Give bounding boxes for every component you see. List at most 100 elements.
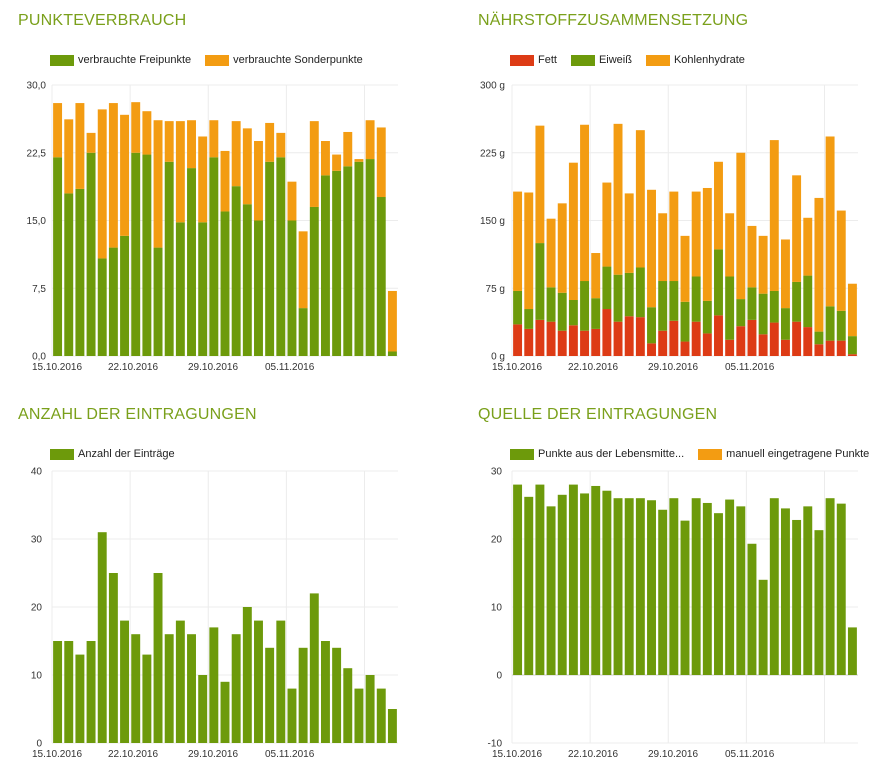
chart-title: ANZAHL DER EINTRAGUNGEN [18,406,257,423]
bar-verbrauchte-freipunkte [365,159,375,356]
bar-fett [792,321,802,356]
panel-naehrstoffe: NÄHRSTOFFZUSAMMENSETZUNG Fett Eiweiß Koh… [460,0,892,377]
chart-legend[interactable]: Punkte aus der Lebensmitte... manuell ei… [510,448,869,460]
bar-eiwei [580,281,590,331]
bar-anzahl-der-eintr-ge [242,607,252,743]
bar-kohlenhydrate [792,175,802,282]
bar-punkte-aus-der-lebensmitte [580,493,590,675]
bar-anzahl-der-eintr-ge [387,709,397,743]
legend-label: Kohlenhydrate [673,54,745,66]
chart-svg-punkteverbrauch: 30,0 22,5 15,0 7,5 0,015.10.2016 22.10.2016 29… [27,81,398,373]
bar-verbrauchte-sonderpunkte [265,122,275,162]
bar-verbrauchte-freipunkte [265,161,275,356]
bar-kohlenhydrate [847,283,857,337]
bar-kohlenhydrate [747,225,757,288]
legend-item-fett[interactable]: Fett [510,54,557,66]
bar-anzahl-der-eintr-ge [209,627,219,743]
bar-fett [580,330,590,356]
y-tick-label: 22,5 [27,148,47,159]
chart-legend[interactable]: Anzahl der Einträge [50,448,175,460]
bar-verbrauchte-freipunkte [354,161,364,356]
bar-kohlenhydrate [669,191,679,282]
legend-swatch [205,54,230,66]
bar-verbrauchte-sonderpunkte [209,120,219,158]
bar-punkte-aus-der-lebensmitte [836,503,846,675]
bar-punkte-aus-der-lebensmitte [624,498,634,675]
bar-kohlenhydrate [769,140,779,291]
bar-punkte-aus-der-lebensmitte [535,484,545,675]
bar-anzahl-der-eintr-ge [108,573,118,743]
bar-anzahl-der-eintr-ge [75,654,85,743]
legend-item-manuell[interactable]: manuell eingetragene Punkte [698,448,869,460]
y-tick-label: 20 [491,535,503,546]
bar-verbrauchte-freipunkte [120,235,130,356]
legend-item-eintraege[interactable]: Anzahl der Einträge [50,448,175,460]
legend-swatch [50,448,74,460]
y-tick-label: -10 [488,739,503,750]
legend-item-lebensmittel[interactable]: Punkte aus der Lebensmitte... [510,448,684,460]
bar-fett [669,320,679,356]
legend-item-sonderpunkte[interactable]: verbrauchte Sonderpunkte [205,54,363,66]
bar-punkte-aus-der-lebensmitte [658,509,668,675]
bar-anzahl-der-eintr-ge [287,688,297,743]
bar-verbrauchte-sonderpunkte [108,103,118,248]
bar-eiwei [747,287,757,320]
y-tick-label: 40 [31,467,43,478]
bar-fett [714,315,723,356]
x-tick-label: 15.10.2016 [492,362,542,373]
bar-verbrauchte-freipunkte [108,247,118,356]
legend-item-freipunkte[interactable]: verbrauchte Freipunkte [50,54,191,66]
bar-eiwei [736,299,746,327]
bar-fett [702,333,712,356]
bar-fett [635,317,645,356]
bar-eiwei [803,275,813,328]
bar-fett [658,330,668,356]
panel-anzahl: ANZAHL DER EINTRAGUNGEN Anzahl der Eintr… [0,394,446,771]
bar-verbrauchte-freipunkte [198,222,208,356]
bar-kohlenhydrate [725,213,735,277]
y-tick-label: 75 g [486,284,505,295]
bar-anzahl-der-eintr-ge [120,620,130,743]
bar-verbrauchte-sonderpunkte [220,150,230,212]
bar-anzahl-der-eintr-ge [198,675,208,743]
bar-kohlenhydrate [680,235,690,302]
bar-fett [780,339,790,356]
chart-legend[interactable]: Fett Eiweiß Kohlenhydrate [510,54,745,66]
bar-punkte-aus-der-lebensmitte [769,498,779,675]
y-tick-label: 30,0 [27,81,47,92]
bar-kohlenhydrate [546,218,556,288]
bar-anzahl-der-eintr-ge [86,641,96,743]
bar-fett [613,321,623,356]
bar-eiwei [602,266,612,310]
chart-svg-naehrstoffe: 300 g 225 g 150 g 75 g 0 g15.10.2016 22.10.20… [480,81,858,373]
legend-item-kohlenhydrate[interactable]: Kohlenhydrate [645,54,745,66]
bar-punkte-aus-der-lebensmitte [702,502,712,675]
bar-eiwei [714,249,723,316]
bar-verbrauchte-freipunkte [298,308,308,356]
bar-punkte-aus-der-lebensmitte [825,498,835,675]
bar-eiwei [613,274,623,322]
bar-kohlenhydrate [524,192,534,310]
chart-legend[interactable]: verbrauchte Freipunkte verbrauchte Sonde… [50,54,363,66]
bar-anzahl-der-eintr-ge [153,573,163,743]
legend-label: Fett [538,54,557,66]
bar-verbrauchte-sonderpunkte [175,121,185,223]
bar-eiwei [524,309,534,329]
bar-punkte-aus-der-lebensmitte [602,490,612,675]
bar-verbrauchte-sonderpunkte [287,181,297,221]
bar-eiwei [825,306,835,341]
bar-anzahl-der-eintr-ge [220,681,230,743]
legend-swatch [698,448,723,460]
bar-punkte-aus-der-lebensmitte [635,498,645,675]
bar-fett [725,339,735,356]
legend-item-eiweiss[interactable]: Eiweiß [570,54,632,66]
bar-fett [747,319,757,356]
legend-swatch [570,54,595,66]
bar-verbrauchte-freipunkte [53,157,63,356]
y-tick-label: 15,0 [27,216,47,227]
bar-fett [680,341,690,356]
bar-verbrauchte-freipunkte [376,197,386,356]
bar-kohlenhydrate [803,217,813,276]
y-tick-label: 30 [31,535,43,546]
